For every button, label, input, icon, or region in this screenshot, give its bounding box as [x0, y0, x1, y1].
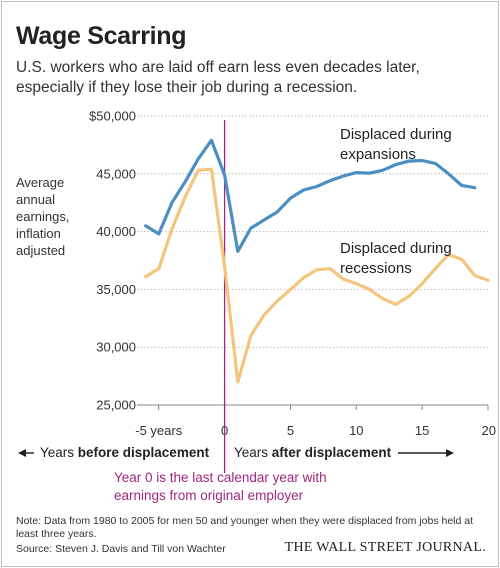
series-label: Displaced during — [340, 240, 452, 257]
series-label: Displaced during — [340, 126, 452, 143]
left-arrow-head — [18, 449, 26, 457]
publisher-logo-text: THE WALL STREET JOURNAL. — [284, 540, 486, 555]
y-tick-label: $50,000 — [89, 109, 136, 124]
chart-title: Wage Scarring — [16, 22, 187, 50]
source-credit: Source: Steven J. Davis and Till von Wac… — [16, 543, 226, 555]
x-tick-label: 10 — [349, 423, 363, 438]
series-label: expansions — [340, 146, 416, 163]
y-tick-label: 40,000 — [96, 224, 136, 239]
x-tick-label: -5 years — [135, 423, 182, 438]
right-arrow-head — [446, 449, 454, 457]
chart-subtitle: U.S. workers who are laid off earn less … — [16, 59, 420, 96]
x-tick-label: 15 — [415, 423, 429, 438]
after-displacement-label: Years after displacement — [234, 445, 392, 460]
year-zero-note: earnings from original employer — [114, 488, 304, 503]
series-line — [144, 138, 477, 253]
year-zero-note: Year 0 is the last calendar year with — [114, 470, 327, 485]
before-displacement-label: Years before displacement — [40, 445, 210, 460]
y-tick-label: 25,000 — [96, 398, 136, 413]
series-label: recessions — [340, 260, 412, 277]
series-line — [144, 167, 490, 384]
y-tick-label: 30,000 — [96, 340, 136, 355]
x-tick-label: 20 — [482, 423, 496, 438]
y-tick-label: 45,000 — [96, 166, 136, 181]
y-tick-label: 35,000 — [96, 282, 136, 297]
x-tick-label: 5 — [287, 423, 294, 438]
footnote: Note: Data from 1980 to 2005 for men 50 … — [16, 515, 474, 540]
y-axis-label: Average annual earnings, inflation adjus… — [16, 175, 70, 258]
